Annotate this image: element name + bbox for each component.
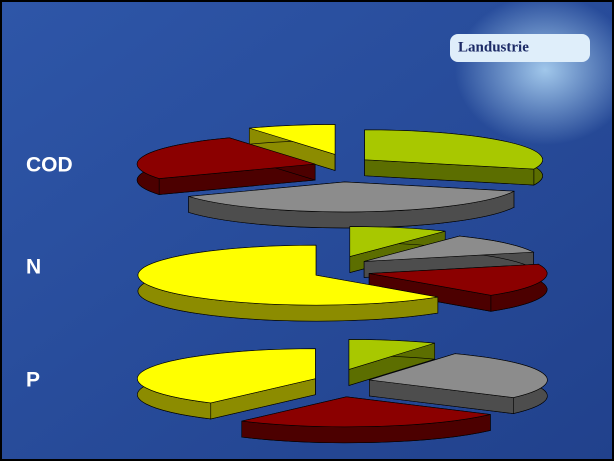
chart-label: N	[26, 256, 41, 279]
pie-slice	[137, 348, 316, 404]
pie-slice	[188, 181, 516, 213]
chart-label: P	[26, 369, 40, 392]
logo-box	[450, 34, 590, 62]
pie-slice	[241, 396, 491, 428]
pie-slice	[369, 263, 548, 296]
pie-slice	[136, 137, 316, 179]
pie-slice	[364, 129, 543, 170]
pie-slice	[137, 244, 438, 306]
pie-slice	[349, 226, 446, 257]
pie-slice	[364, 235, 535, 262]
logo-text: Landustrie	[458, 39, 529, 55]
pie-slice	[369, 353, 548, 398]
pie-slice	[249, 124, 336, 155]
pie-slice	[348, 339, 435, 370]
chart-label: COD	[26, 154, 73, 177]
